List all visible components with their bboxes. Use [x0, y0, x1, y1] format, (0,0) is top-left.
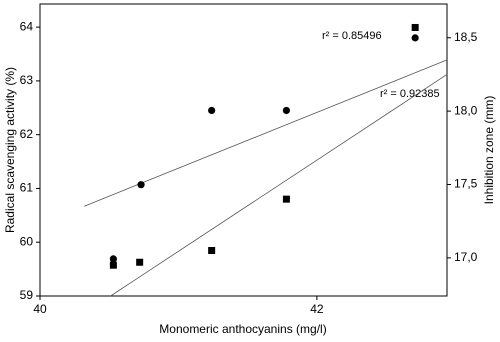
- point: [208, 106, 216, 115]
- trend-line: [110, 74, 448, 297]
- y-tick-label: 61: [20, 181, 34, 195]
- annotation: r² = 0.92385: [380, 88, 440, 100]
- x-tick-label: 42: [310, 302, 324, 316]
- annotation: r² = 0.85496: [322, 30, 382, 42]
- point: [109, 255, 117, 263]
- point: [208, 247, 216, 255]
- y-tick-label: 59: [20, 288, 34, 302]
- point: [282, 195, 290, 203]
- y-tick-label: 63: [20, 73, 34, 87]
- y2-tick-label: 18,5: [454, 30, 478, 44]
- x-tick-label: 40: [33, 302, 47, 316]
- y2-axis-label: Inhibition zone (mm): [482, 96, 496, 205]
- y2-tick-label: 18,0: [454, 103, 478, 117]
- y-tick-label: 62: [20, 127, 34, 141]
- point: [282, 106, 291, 115]
- y2-tick-label: 17,0: [454, 250, 478, 264]
- point: [411, 34, 419, 42]
- point: [109, 261, 117, 269]
- y2-tick-label: 17,5: [454, 177, 478, 191]
- y-axis-label: Radical scavenging activity (%): [3, 67, 17, 233]
- y-tick-label: 60: [20, 234, 34, 248]
- plot-frame: [39, 3, 448, 297]
- point: [137, 181, 145, 189]
- x-axis-label: Monomeric anthocyanins (mg/l): [159, 322, 326, 336]
- trend-line: [84, 59, 448, 207]
- y-tick-label: 64: [20, 19, 34, 33]
- point: [136, 258, 144, 266]
- point: [411, 23, 419, 31]
